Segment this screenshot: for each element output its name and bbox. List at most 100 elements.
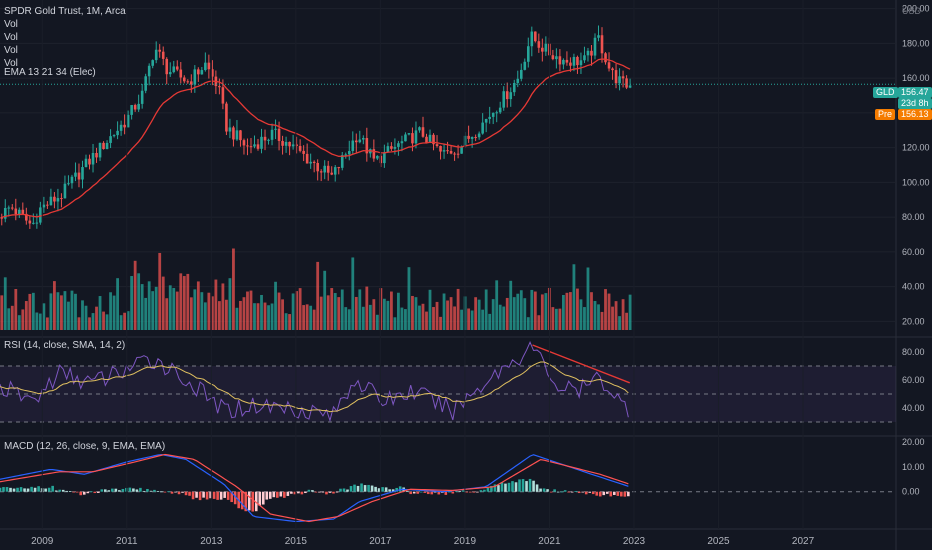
macd-histogram-bar (490, 485, 493, 492)
macd-tick-label: 20.00 (902, 437, 925, 447)
macd-histogram-bar (360, 483, 363, 492)
macd-histogram-bar (518, 479, 521, 492)
candle-body (362, 138, 365, 140)
rsi-tick-label: 80.00 (902, 347, 925, 357)
candle-body (442, 150, 446, 152)
volume-bar (179, 273, 183, 330)
candle-body (126, 114, 130, 128)
candle-body (53, 196, 56, 202)
volume-bar (526, 317, 530, 330)
volume-bar (116, 278, 119, 330)
candle-body (39, 207, 42, 223)
candle-body (569, 62, 572, 66)
macd-histogram-bar (163, 491, 167, 493)
price-tick-label: 100.00 (902, 177, 930, 187)
candle-body (453, 153, 456, 155)
volume-bar (210, 296, 214, 330)
candle-body (326, 165, 330, 173)
volume-bar (590, 292, 593, 330)
macd-histogram-bar (114, 488, 118, 492)
macd-histogram-bar (149, 490, 153, 492)
candle-body (354, 140, 358, 143)
macd-histogram-bar (170, 491, 174, 494)
candle-body (302, 150, 305, 154)
volume-bar (614, 301, 618, 330)
candle-body (172, 66, 176, 73)
macd-histogram-bar (58, 489, 61, 492)
volume-bar (284, 313, 288, 330)
candle-body (56, 198, 60, 202)
macd-histogram-bar (440, 491, 444, 493)
volume-bar (583, 307, 586, 330)
macd-histogram-bar (307, 489, 311, 492)
indicator-label[interactable]: EMA 13 21 34 (Elec) (4, 67, 96, 78)
macd-tick-label: 10.00 (902, 462, 925, 472)
candle-body (35, 222, 39, 224)
macd-histogram-bar (261, 491, 265, 505)
candle-body (225, 103, 228, 132)
macd-histogram-bar (455, 490, 458, 492)
candle-body (344, 154, 348, 156)
volume-bar (421, 303, 425, 330)
volume-bar (540, 294, 544, 330)
macd-histogram-bar (591, 491, 595, 495)
candle-body (526, 46, 530, 62)
macd-histogram-bar (367, 484, 370, 492)
volume-bar (533, 291, 537, 330)
volume-bar (196, 281, 200, 330)
volume-bar (172, 288, 176, 330)
pre-label-tag: Pre (875, 109, 896, 120)
macd-histogram-bar (244, 491, 248, 512)
candle-body (456, 153, 460, 155)
volume-bar (74, 293, 77, 330)
macd-histogram-bar (395, 487, 398, 492)
macd-histogram-bar (311, 490, 314, 492)
macd-histogram-bar (469, 491, 472, 493)
candle-body (32, 222, 35, 224)
candle-body (218, 86, 221, 88)
macd-histogram-bar (318, 491, 321, 493)
volume-bar (516, 293, 520, 330)
volume-bar (498, 304, 502, 330)
rsi-title[interactable]: RSI (14, close, SMA, 14, 2) (4, 340, 126, 351)
macd-histogram-bar (93, 491, 97, 494)
macd-histogram-bar (458, 491, 462, 492)
macd-histogram-bar (198, 491, 202, 501)
candle-body (590, 50, 593, 56)
macd-histogram-bar (51, 485, 54, 492)
macd-histogram-bar (139, 487, 142, 492)
indicator-label[interactable]: Vol (4, 58, 18, 69)
candle-body (277, 128, 281, 141)
symbol-title[interactable]: SPDR Gold Trust, 1M, Arca (4, 6, 126, 17)
indicator-label[interactable]: Vol (4, 45, 18, 56)
volume-bar (368, 304, 372, 330)
macd-histogram-bar (300, 491, 304, 495)
volume-bar (10, 305, 14, 330)
macd-histogram-bar (272, 491, 276, 498)
indicator-label[interactable]: Vol (4, 19, 18, 30)
volume-bar (3, 277, 7, 330)
macd-title[interactable]: MACD (12, 26, close, 9, EMA, EMA) (4, 441, 166, 452)
candle-body (95, 152, 98, 158)
volume-bar (467, 308, 471, 330)
volume-bar (60, 295, 63, 330)
volume-bar (95, 306, 98, 330)
candle-body (432, 134, 435, 145)
candle-body (544, 43, 548, 52)
indicator-label[interactable]: Vol (4, 32, 18, 43)
candle-body (284, 141, 288, 146)
volume-bar (193, 289, 197, 330)
macd-histogram-bar (265, 491, 269, 500)
macd-histogram-bar (616, 491, 620, 496)
candle-body (481, 122, 484, 134)
macd-histogram-bar (381, 487, 384, 492)
volume-bar (49, 293, 53, 330)
candle-body (21, 209, 25, 214)
volume-bar (207, 292, 211, 330)
candle-body (221, 87, 225, 104)
candle-body (74, 172, 77, 177)
candle-body (530, 31, 534, 47)
macd-histogram-bar (405, 491, 409, 492)
volume-bar (175, 291, 179, 330)
